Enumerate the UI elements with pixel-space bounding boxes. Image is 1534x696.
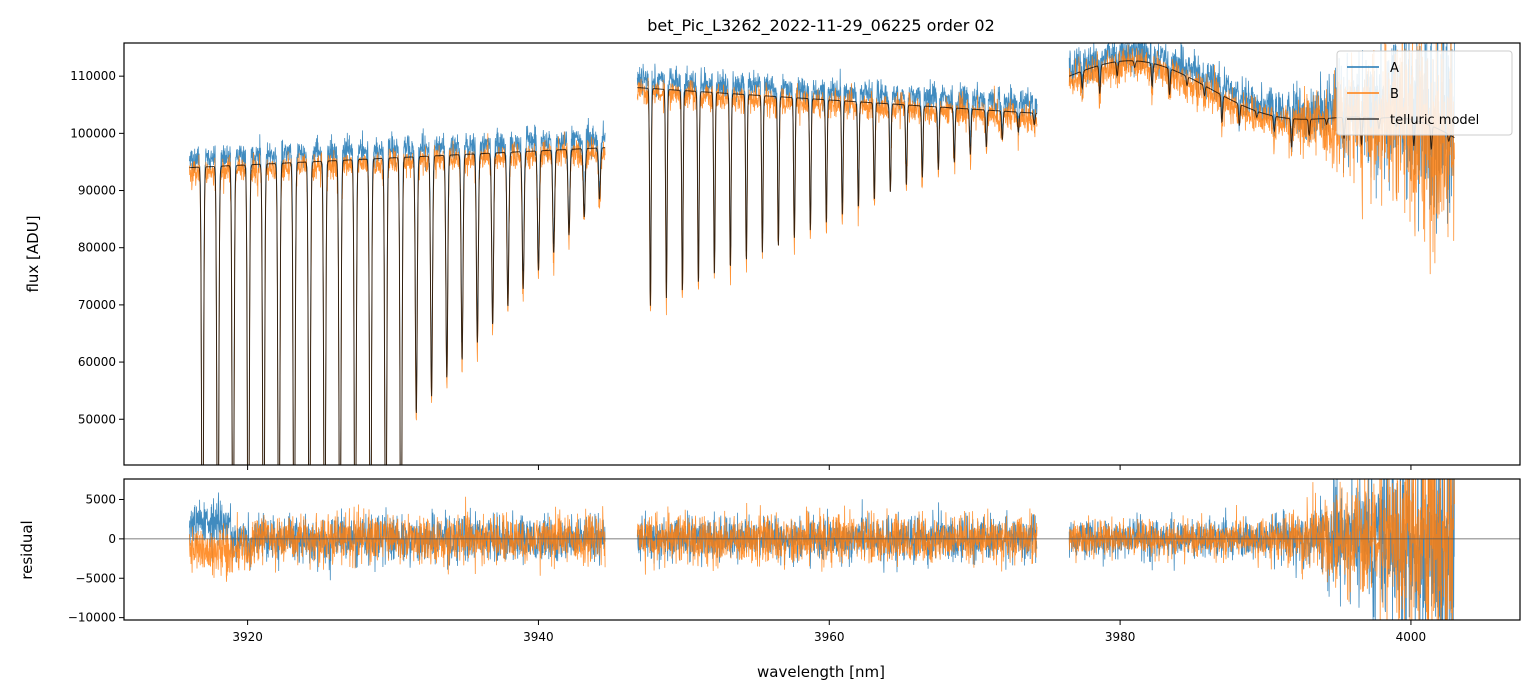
legend: A B telluric model (1336, 50, 1513, 136)
y-tick-label: 5000 (85, 492, 116, 506)
x-tick-label: 3960 (814, 630, 845, 644)
y-tick-label: 80000 (78, 241, 116, 255)
y-tick-label: 100000 (70, 126, 116, 140)
y-tick-label: 0 (108, 532, 116, 546)
y-tick-label: −5000 (75, 571, 116, 585)
x-tick-label: 4000 (1396, 630, 1427, 644)
flux-panel-frame (123, 42, 1521, 466)
x-tick-label: 3920 (232, 630, 263, 644)
flux-y-ticks: 50000 60000 70000 80000 90000 100000 110000 (70, 69, 124, 426)
legend-model-label: telluric model (1390, 113, 1479, 128)
y-tick-label: 110000 (70, 69, 116, 83)
residual-panel: −10000 −5000 0 5000 3920 3940 3960 3980 4000 re… (18, 478, 1521, 681)
x-tick-label: 3940 (523, 630, 554, 644)
flux-x-ticks (247, 465, 1412, 470)
legend-a-label: A (1390, 61, 1399, 76)
x-axis-label: wavelength [nm] (757, 663, 885, 681)
x-tick-label: 3980 (1105, 630, 1136, 644)
residual-panel-frame (123, 478, 1521, 621)
y-tick-label: 50000 (78, 412, 116, 426)
y-tick-label: −10000 (68, 611, 116, 625)
legend-box (1336, 50, 1513, 136)
residual-y-axis-label: residual (18, 520, 36, 579)
y-tick-label: 90000 (78, 184, 116, 198)
residual-x-ticks: 3920 3940 3960 3980 4000 (232, 620, 1426, 644)
y-tick-label: 60000 (78, 355, 116, 369)
legend-b-label: B (1390, 87, 1399, 102)
flux-y-axis-label: flux [ADU] (24, 215, 42, 292)
y-tick-label: 70000 (78, 298, 116, 312)
chart-title: bet_Pic_L3262_2022-11-29_06225 order 02 (647, 16, 995, 36)
flux-panel: 50000 60000 70000 80000 90000 100000 110000 fl… (24, 42, 1521, 470)
residual-y-ticks: −10000 −5000 0 5000 (68, 492, 124, 625)
